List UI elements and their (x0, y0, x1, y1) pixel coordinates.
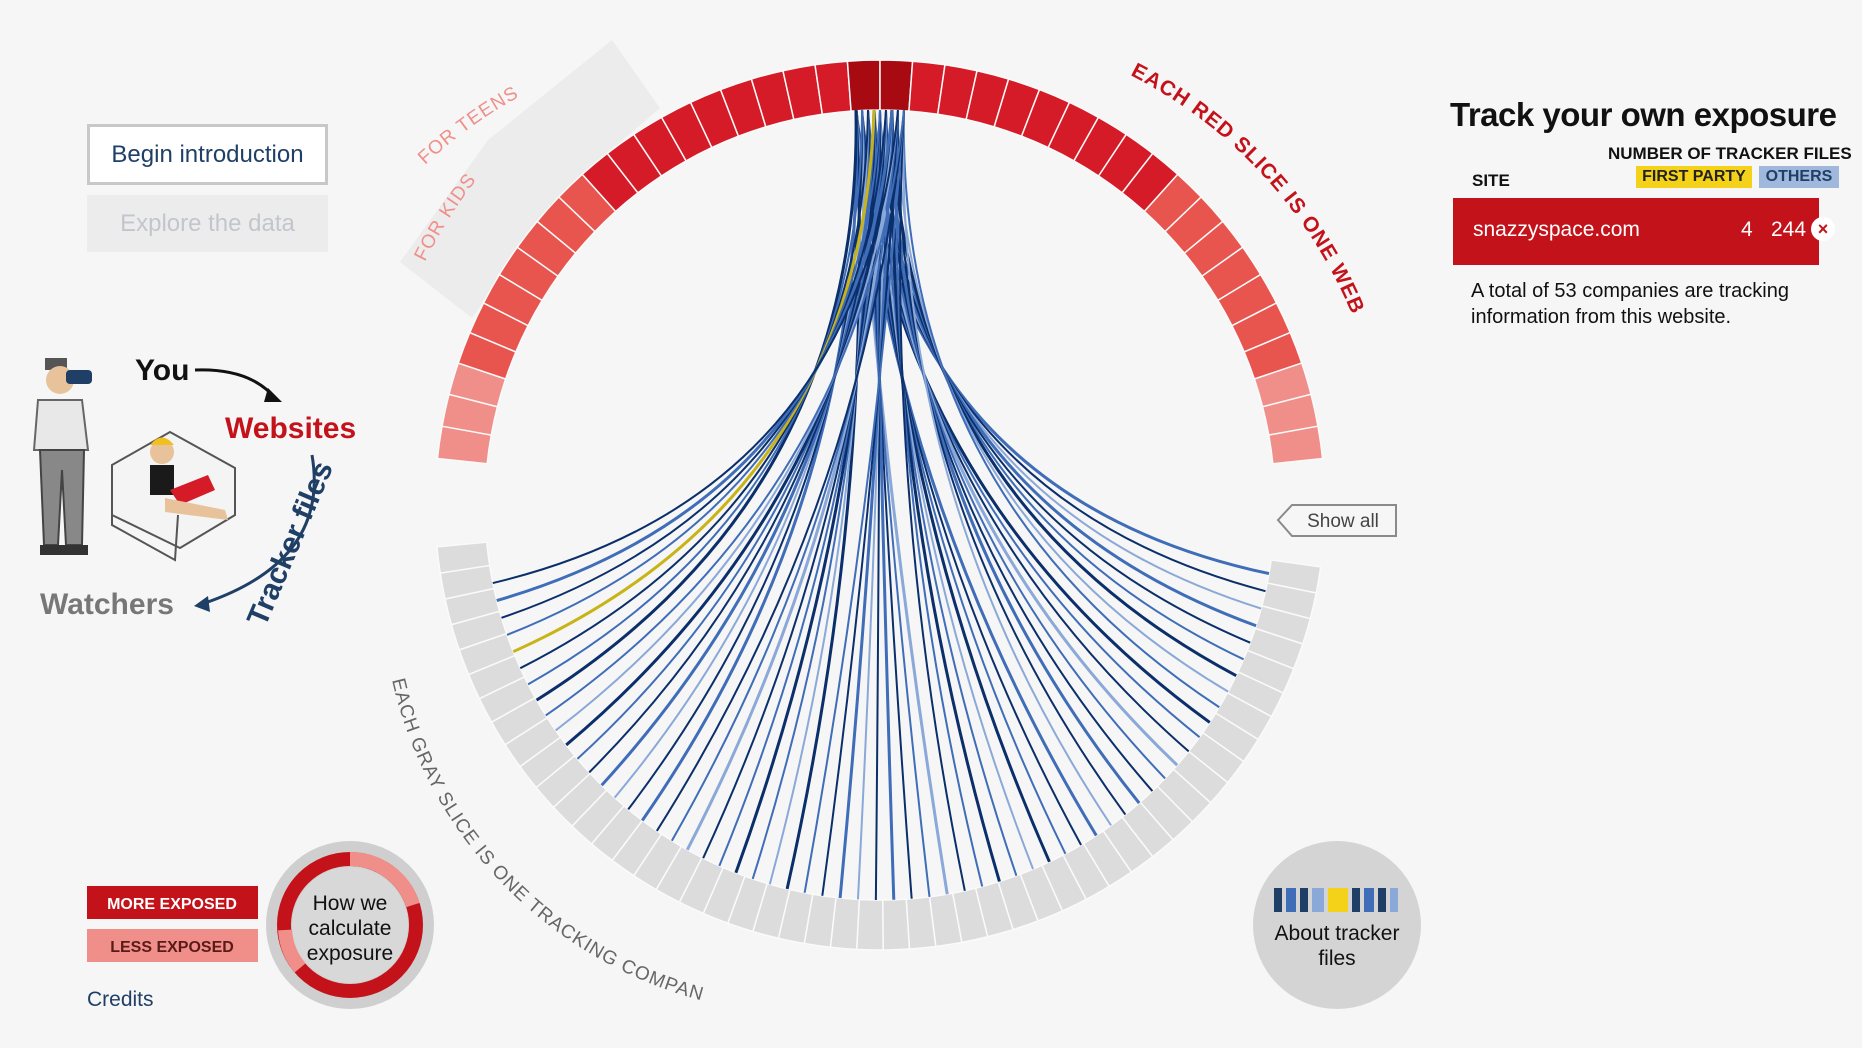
about-tracker-files-button[interactable]: About tracker files (1253, 841, 1421, 1009)
how-line-1: How we (313, 892, 388, 915)
about-line-2: files (1318, 947, 1355, 970)
tracker-line (496, 109, 894, 602)
show-all-button[interactable]: Show all (1276, 504, 1397, 537)
tracker-line (512, 109, 876, 654)
tracker-line (899, 109, 966, 891)
tracker-line (527, 109, 864, 686)
website-slice[interactable] (814, 60, 852, 116)
website-slice[interactable] (879, 59, 914, 112)
tracker-line (519, 109, 869, 670)
tracker-files-label: Tracker files (241, 457, 340, 631)
first-party-count: 4 (1741, 218, 1753, 241)
tracker-line (501, 109, 887, 619)
tracker-line (613, 109, 869, 799)
tracker-line (535, 109, 858, 702)
others-badge: OTHERS (1759, 166, 1839, 188)
tracker-line (895, 109, 984, 887)
you-arrow (194, 368, 277, 399)
watchers-label: Watchers (40, 588, 174, 621)
tracking-company-slices (436, 541, 1322, 951)
tracker-line (803, 109, 905, 893)
about-line-1: About tracker (1275, 922, 1400, 945)
tracker-line (854, 109, 949, 895)
more-exposed-label: MORE EXPOSED (107, 896, 237, 913)
how-line-3: exposure (307, 942, 393, 965)
tracker-line (565, 109, 894, 747)
tracker-line (879, 109, 1166, 780)
tracker-line (600, 109, 876, 787)
tracker-line (588, 109, 881, 774)
tracker-line (655, 109, 905, 832)
website-slices (436, 59, 1324, 465)
first-party-badge: FIRST PARTY (1636, 166, 1752, 188)
explore-data-button[interactable]: Explore the data (87, 195, 328, 252)
company-slice[interactable] (855, 898, 884, 951)
tracker-arrowhead (194, 596, 210, 612)
you-label: You (135, 354, 189, 387)
close-icon[interactable]: × (1811, 217, 1835, 241)
tracker-line (861, 109, 931, 898)
tracker-line (902, 109, 1112, 826)
tracker-line (838, 109, 894, 899)
barcode-icon (1274, 888, 1398, 912)
tracker-line (885, 109, 1154, 792)
more-exposed-swatch (87, 886, 258, 919)
total-companies-text: A total of 53 companies are tracking inf… (1471, 280, 1789, 328)
tracker-line (492, 109, 899, 585)
user-on-chair-illustration (111, 430, 236, 562)
website-slice[interactable] (846, 59, 881, 112)
tracker-line (890, 109, 1001, 882)
credits-link[interactable]: Credits (87, 988, 154, 1011)
others-count: 244 (1771, 218, 1807, 241)
tracker-line (902, 109, 1220, 709)
show-all-label: Show all (1307, 511, 1379, 532)
how-line-2: calculate (309, 917, 392, 940)
kids-band (400, 140, 560, 318)
websites-label: Websites (225, 412, 356, 445)
you-arrowhead (264, 388, 282, 402)
tracker-connection-lines (492, 109, 1270, 900)
tracker-line (872, 109, 1257, 628)
watcher-illustration (32, 358, 92, 555)
tracker-arrow (204, 454, 316, 605)
site-name: snazzyspace.com (1473, 218, 1640, 241)
company-slice[interactable] (882, 898, 911, 951)
less-exposed-swatch (87, 929, 258, 962)
tracker-line (545, 109, 905, 717)
tracker-line (890, 109, 1141, 805)
less-exposed-label: LESS EXPOSED (110, 939, 234, 956)
how-we-calculate-button[interactable]: How we calculate exposure (266, 841, 434, 1009)
number-header: NUMBER OF TRACKER FILES (1608, 144, 1852, 163)
panel-title: Track your own exposure (1450, 96, 1837, 133)
tracker-line (874, 109, 881, 900)
tracker-line (506, 109, 881, 636)
website-slice[interactable] (1267, 425, 1324, 465)
company-slice[interactable] (436, 541, 491, 574)
site-row[interactable]: snazzyspace.com 4 244 (1453, 198, 1819, 265)
tracker-line (821, 109, 899, 896)
begin-introduction-button[interactable]: Begin introduction (87, 124, 328, 185)
tracker-line (555, 109, 899, 732)
teens-band (488, 40, 660, 195)
site-header: SITE (1472, 171, 1510, 190)
